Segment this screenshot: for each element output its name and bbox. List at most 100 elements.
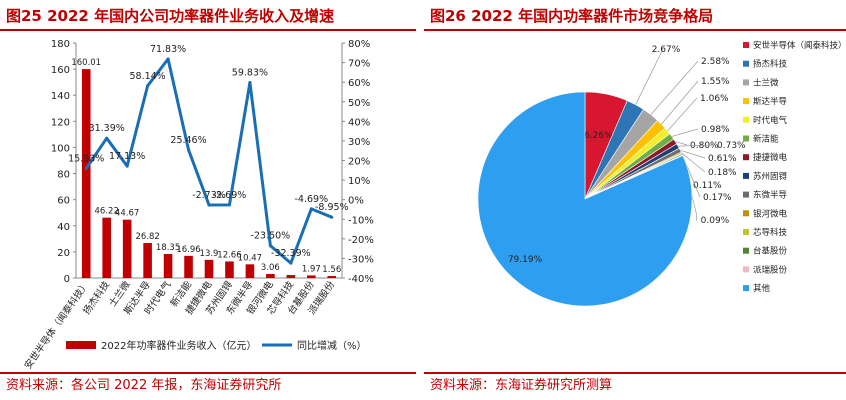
legend-label: 台基股份 <box>753 246 788 257</box>
bar <box>266 274 275 278</box>
pie-leader-line <box>667 97 698 132</box>
pie-leader-line <box>681 152 706 173</box>
growth-point <box>125 164 129 168</box>
bar <box>225 261 234 278</box>
pie-leader-line <box>671 128 699 137</box>
bar <box>245 264 255 278</box>
legend-swatch <box>743 285 749 292</box>
growth-point <box>268 244 272 248</box>
pie-slice-label: 6.26% <box>584 131 613 141</box>
pie-slice-label: 0.61% <box>708 154 737 164</box>
right-tick-label: 70% <box>348 59 370 70</box>
legend-line-label: 同比增减（%） <box>297 339 367 352</box>
bar <box>286 275 296 278</box>
growth-point <box>105 136 109 140</box>
right-tick-label: -30% <box>348 254 374 265</box>
legend-bar-label: 2022年功率器件业务收入（亿元） <box>101 339 256 352</box>
pie-leader-line <box>650 60 699 115</box>
legend-swatch <box>743 42 749 48</box>
right-tick-label: 20% <box>348 157 370 168</box>
pie-slice-label: 2.58% <box>701 57 730 67</box>
pie-slice-label: 2.67% <box>652 45 681 55</box>
legend-label: 斯达半导 <box>753 96 788 107</box>
market-share-pie-chart: 6.26% 2.67% 2.58% 1.55% 1.06% 0.98% 0.80%0.73%… <box>477 40 846 307</box>
legend-swatch <box>743 210 749 217</box>
left-tick-label: 40 <box>57 222 70 233</box>
right-tick-label: -10% <box>348 215 374 226</box>
growth-point <box>227 203 231 207</box>
pie-slice-label: 0.80% <box>690 141 719 151</box>
bar-value-label: 1.97 <box>302 264 321 274</box>
growth-point <box>166 57 170 61</box>
right-tick-label: 60% <box>348 78 370 89</box>
growth-point <box>330 215 334 219</box>
left-tick-label: 140 <box>51 91 70 102</box>
right-title-rule <box>424 29 846 31</box>
left-chart-title: 图25 2022 年国内公司功率器件业务收入及增速 <box>6 7 335 25</box>
right-panel: 图26 2022 年国内功率器件市场竞争格局 6.26% 2.67% 2.58% 1.… <box>424 0 846 400</box>
bar <box>163 254 173 278</box>
growth-value-label: 25.46% <box>170 135 206 146</box>
left-tick-label: 180 <box>51 39 70 50</box>
right-tick-label: -20% <box>348 235 374 246</box>
bar-value-label: 26.82 <box>135 232 159 242</box>
growth-point <box>84 166 88 170</box>
pie-leader-line <box>678 144 715 147</box>
revenue-growth-chart: 0 20 40 60 80 100 120 140 160 180 -40% -30% -20% -10%… <box>22 39 374 371</box>
growth-value-label: 59.83% <box>232 67 268 78</box>
pie-slice <box>477 91 693 307</box>
bar <box>81 69 91 278</box>
growth-point <box>289 261 293 265</box>
pie-leader-line <box>675 141 688 146</box>
legend-swatch <box>743 247 749 254</box>
growth-value-label: -8.95% <box>315 202 349 213</box>
bar-value-label: 12.66 <box>217 250 241 260</box>
category-label: 安世半导体（闻泰科技） <box>22 279 92 371</box>
growth-point <box>309 207 313 211</box>
bar <box>102 217 111 278</box>
legend-label: 其他 <box>753 283 771 294</box>
right-tick-label: 30% <box>348 137 370 148</box>
legend-swatch <box>743 60 749 67</box>
right-source-rule <box>424 372 846 374</box>
legend-label: 苏州固锝 <box>753 171 788 182</box>
right-chart-title: 图26 2022 年国内功率器件市场竞争格局 <box>430 7 714 25</box>
legend-swatch <box>743 79 749 86</box>
legend-label: 东微半导 <box>753 190 788 201</box>
right-tick-label: 50% <box>348 98 370 109</box>
bar-value-label: 10.47 <box>238 253 262 263</box>
left-panel: 图25 2022 年国内公司功率器件业务收入及增速 0 20 40 60 80 100 12… <box>0 0 416 400</box>
legend-label: 时代电气 <box>753 115 788 126</box>
right-tick-label: 10% <box>348 176 370 187</box>
pie-slice-label: 79.19% <box>508 255 543 265</box>
bar-value-label: 16.96 <box>176 245 200 255</box>
legend-swatch <box>743 191 749 198</box>
legend-swatch <box>743 98 749 105</box>
bar-value-label: 160.01 <box>71 58 101 68</box>
right-tick-label: 40% <box>348 117 370 128</box>
pie-slice-label: 0.11% <box>693 181 722 191</box>
growth-value-label: 15.93% <box>68 153 104 164</box>
growth-point <box>146 84 150 88</box>
legend-bar-swatch <box>66 341 96 349</box>
pie-slice-label: 1.55% <box>701 77 730 87</box>
bar <box>327 275 337 278</box>
pie-slice-label: 1.06% <box>700 94 729 104</box>
growth-point <box>187 148 191 152</box>
growth-value-label: -2.69% <box>213 190 247 201</box>
left-tick-label: 100 <box>51 143 70 154</box>
growth-value-label: 17.13% <box>109 151 145 162</box>
legend-swatch <box>743 229 749 235</box>
right-tick-label: 80% <box>348 39 370 50</box>
bar-value-label: 1.56 <box>322 265 341 275</box>
left-tick-label: 160 <box>51 65 70 76</box>
legend-swatch <box>743 135 749 142</box>
left-source-rule <box>0 372 416 374</box>
right-tick-label: -40% <box>348 274 374 285</box>
growth-value-label: -4.69% <box>295 194 329 205</box>
bar-value-label: 3.06 <box>261 263 280 273</box>
bar <box>204 259 214 278</box>
legend-swatch <box>743 154 749 161</box>
legend-swatch <box>743 266 749 273</box>
bar <box>184 255 193 278</box>
